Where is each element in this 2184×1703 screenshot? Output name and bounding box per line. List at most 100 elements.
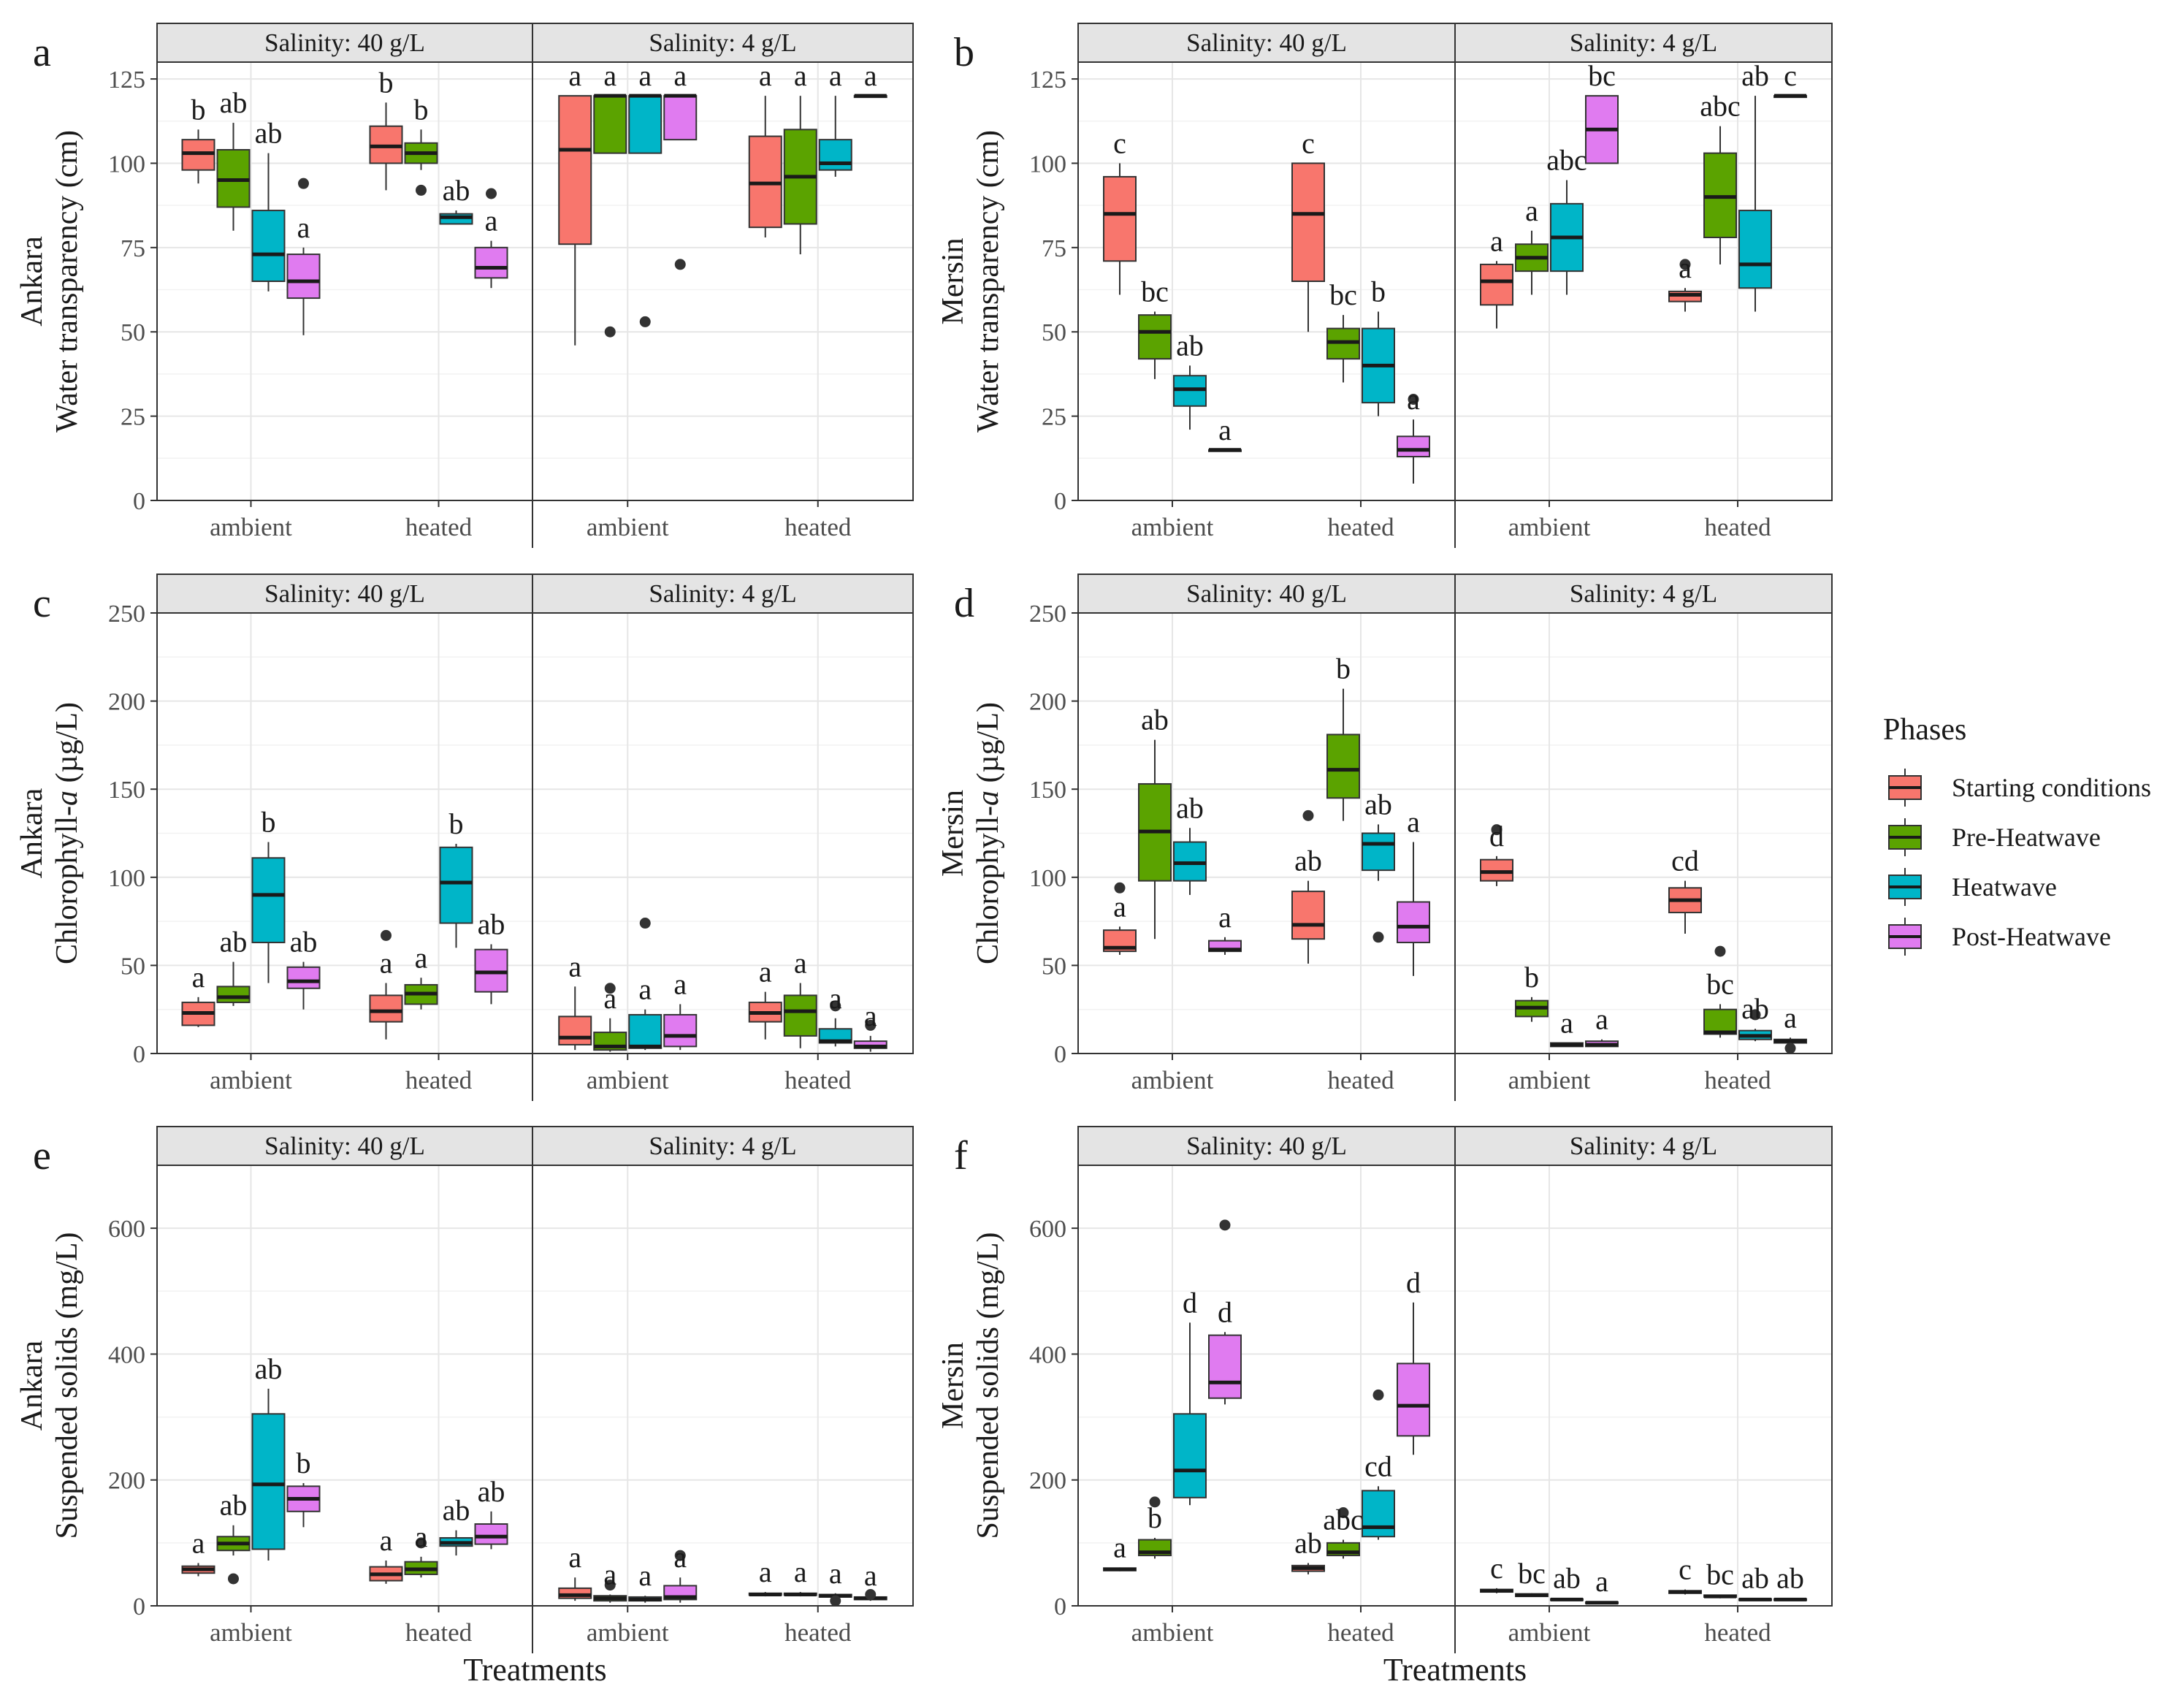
significance-letter: a bbox=[568, 950, 581, 983]
panel-a: Salinity: 40 g/L Salinity: 4 g/Lb abababba… bbox=[15, 23, 914, 548]
x-tick-label: ambient bbox=[1508, 1618, 1591, 1647]
box-heated-phase-3: a bbox=[853, 1559, 887, 1601]
box-ambient-phase-0: a bbox=[1103, 1531, 1137, 1571]
box-ambient-phase-2: ab bbox=[251, 1352, 286, 1561]
outlier-point bbox=[1679, 259, 1691, 270]
box-heated-phase-2: b bbox=[439, 807, 473, 948]
box-ambient-phase-1: bc bbox=[1515, 1557, 1549, 1598]
significance-letter: c bbox=[1784, 59, 1797, 92]
box-iqr bbox=[1738, 210, 1772, 289]
box-ambient-phase-1: b bbox=[1515, 961, 1549, 1022]
box-heated-phase-1: bc bbox=[1703, 1558, 1737, 1599]
significance-letter: c bbox=[1113, 126, 1126, 159]
significance-letter: a bbox=[759, 59, 772, 92]
plot-background bbox=[532, 1165, 913, 1606]
facet-strip-label: Salinity: 40 g/L bbox=[1186, 28, 1347, 57]
y-tick-label: 50 bbox=[1042, 319, 1066, 346]
y-tick-label: 25 bbox=[121, 404, 145, 431]
x-tick-label: ambient bbox=[1131, 1066, 1214, 1094]
panel-tag-e: e bbox=[33, 1133, 51, 1178]
significance-letter: b bbox=[379, 66, 394, 99]
panel-d: Salinity: 40 g/L Salinity: 4 g/Laababaabb… bbox=[936, 574, 1833, 1101]
box-iqr bbox=[369, 994, 403, 1023]
y-axis-location-label: Ankara bbox=[15, 236, 49, 327]
outlier-point bbox=[1749, 1009, 1761, 1021]
box-iqr bbox=[1480, 263, 1513, 306]
y-tick-label: 50 bbox=[121, 319, 145, 346]
x-tick-label: heated bbox=[1327, 1618, 1394, 1647]
box-heated-phase-1: abc bbox=[1323, 1504, 1364, 1559]
significance-letter: bc bbox=[1518, 1557, 1546, 1590]
outlier-point bbox=[604, 1580, 616, 1591]
x-tick-label: ambient bbox=[210, 1066, 292, 1094]
box-iqr bbox=[558, 95, 592, 245]
box-heated-phase-2: ab bbox=[439, 1494, 473, 1556]
box-ambient-phase-1: ab bbox=[216, 86, 251, 231]
y-tick-label: 100 bbox=[1029, 151, 1066, 178]
box-ambient-phase-0: d bbox=[1480, 820, 1513, 886]
panel-tag-d: d bbox=[954, 581, 974, 626]
panel-border bbox=[1454, 61, 1833, 501]
panel-tag-c: c bbox=[33, 581, 51, 626]
y-axis-title: Suspended solids (mg/L) bbox=[971, 1233, 1005, 1539]
box-iqr bbox=[1291, 891, 1325, 940]
significance-letter: a bbox=[673, 59, 687, 92]
plot-background bbox=[157, 1165, 532, 1606]
box-iqr bbox=[216, 986, 251, 1004]
x-tick-label: ambient bbox=[1131, 513, 1214, 541]
outlier-point bbox=[674, 1550, 686, 1561]
y-tick-label: 50 bbox=[121, 953, 145, 980]
panel-tag-a: a bbox=[33, 30, 51, 75]
significance-letter: a bbox=[380, 1524, 393, 1557]
significance-letter: c bbox=[1490, 1552, 1503, 1585]
significance-letter: a bbox=[1407, 806, 1420, 839]
panel-tag-b: b bbox=[954, 30, 974, 75]
legend-item: Heatwave bbox=[1885, 868, 2057, 906]
y-axis-location-label: Ankara bbox=[15, 1340, 49, 1430]
significance-letter: ab bbox=[1741, 1562, 1769, 1595]
box-iqr bbox=[1362, 832, 1395, 872]
box-iqr bbox=[1703, 1008, 1737, 1035]
legend-item: Post-Heatwave bbox=[1885, 918, 2111, 956]
significance-letter: a bbox=[829, 982, 842, 1015]
significance-letter: a bbox=[1595, 1003, 1608, 1036]
box-ambient-phase-3: d bbox=[1208, 1219, 1242, 1405]
panel-border bbox=[532, 612, 914, 1054]
box-ambient-phase-2: a bbox=[628, 1559, 663, 1603]
box-ambient-phase-3: a bbox=[663, 967, 698, 1051]
outlier-point bbox=[1714, 945, 1726, 957]
y-tick-label: 25 bbox=[1042, 404, 1066, 431]
box-ambient-phase-2: a bbox=[628, 918, 663, 1051]
y-axis-title: Chlorophyll-a (µg/L) bbox=[50, 702, 84, 964]
x-tick-label: heated bbox=[1704, 513, 1771, 541]
box-heated-phase-0: c bbox=[1668, 1553, 1702, 1595]
box-iqr bbox=[1397, 901, 1430, 944]
box-ambient-phase-3: ab bbox=[286, 926, 321, 1010]
facet-strip-label: Salinity: 4 g/L bbox=[649, 579, 796, 608]
significance-letter: b bbox=[449, 807, 464, 840]
box-ambient-phase-2: ab bbox=[1173, 329, 1207, 430]
outlier-point bbox=[1337, 1507, 1349, 1519]
box-ambient-phase-3: a bbox=[663, 59, 698, 270]
box-heated-phase-2: ab bbox=[1362, 788, 1395, 943]
significance-letter: ab bbox=[1176, 329, 1204, 362]
box-iqr bbox=[628, 1013, 663, 1049]
box-iqr bbox=[474, 1523, 508, 1545]
box-ambient-phase-0: a bbox=[558, 950, 592, 1051]
significance-letter: ab bbox=[220, 86, 248, 119]
facet-strip-label: Salinity: 40 g/L bbox=[264, 28, 425, 57]
y-tick-label: 125 bbox=[108, 66, 145, 94]
facet-strip bbox=[156, 1126, 533, 1166]
box-heated-phase-0: a bbox=[369, 929, 403, 1040]
box-heated-phase-3: ab bbox=[1773, 1562, 1807, 1601]
outlier-point bbox=[604, 983, 616, 994]
box-ambient-phase-2: a bbox=[628, 59, 663, 327]
box-heated-phase-2: ab bbox=[1738, 1562, 1772, 1601]
significance-letter: c bbox=[1302, 126, 1315, 159]
significance-letter: d bbox=[1183, 1286, 1197, 1319]
x-tick-label: ambient bbox=[587, 1618, 669, 1647]
box-iqr bbox=[474, 246, 508, 279]
significance-letter: a bbox=[673, 1541, 687, 1574]
x-axis-title: Treatments bbox=[463, 1652, 606, 1688]
